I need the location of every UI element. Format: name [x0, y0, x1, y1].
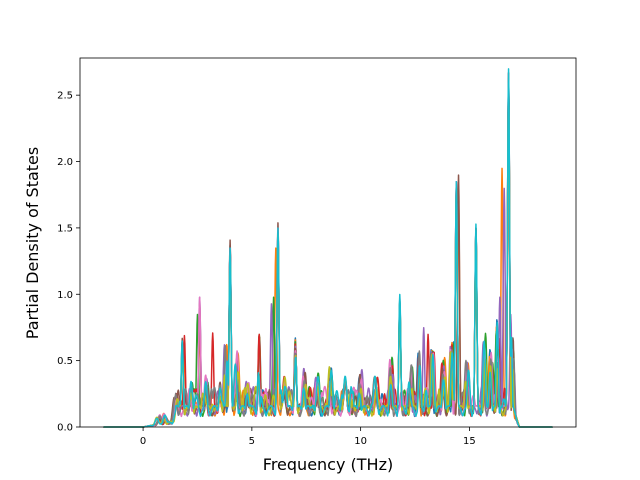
y-axis-ticks: 0.0 0.5 1.0 1.5 2.0 2.5	[57, 91, 80, 434]
y-tick-label: 0.5	[57, 356, 73, 367]
y-tick-label: 0.0	[57, 423, 73, 434]
y-axis-label: Partial Density of States	[23, 147, 42, 339]
x-axis-ticks: 0 5 10 15	[140, 427, 476, 447]
y-tick-label: 1.0	[57, 290, 73, 301]
pdos-series-line	[103, 68, 553, 428]
y-tick-label: 2.0	[57, 157, 73, 168]
series-group	[103, 68, 553, 428]
x-tick-label: 0	[140, 436, 146, 447]
axes-frame	[79, 57, 577, 428]
x-axis-label: Frequency (THz)	[263, 455, 393, 474]
x-tick-label: 10	[354, 436, 367, 447]
y-tick-label: 1.5	[57, 223, 73, 234]
x-tick-label: 15	[463, 436, 476, 447]
x-tick-label: 5	[249, 436, 255, 447]
y-tick-label: 2.5	[57, 91, 73, 102]
